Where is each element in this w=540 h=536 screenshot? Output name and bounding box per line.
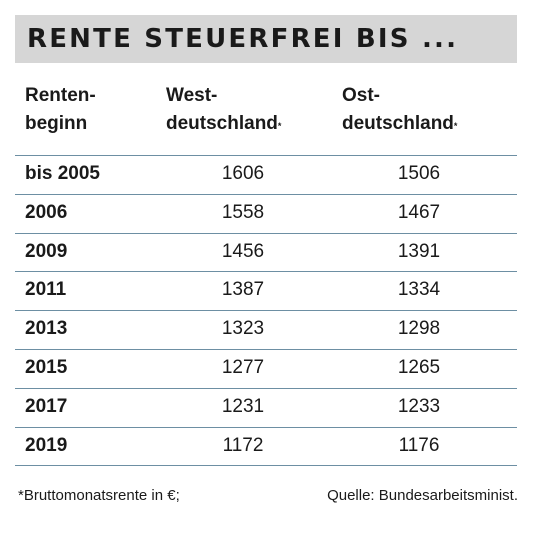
header-rentenbeginn: Renten- beginn [25, 82, 96, 138]
table-row: 2009 1456 1391 [15, 233, 517, 271]
cell-year: 2013 [25, 318, 68, 340]
cell-year: 2015 [25, 357, 68, 378]
cell-year: bis 2005 [25, 163, 100, 184]
cell-year: 2017 [25, 395, 68, 417]
cell-west: 1323 [221, 318, 265, 340]
cell-ost: 1391 [397, 240, 441, 262]
header-ost-line1: Ost- [342, 85, 380, 106]
header-ost-line2: deutschland* [342, 110, 457, 138]
header-rentenbeginn-line1: Renten- [25, 85, 96, 106]
cell-ost: 1506 [397, 163, 441, 184]
row-rule [15, 232, 517, 234]
header-westdeutschland: West- deutschland* [166, 82, 281, 138]
header-west-text: deutschland [166, 113, 278, 134]
cell-west: 1387 [221, 279, 265, 301]
table-row: 2017 1231 1233 [15, 388, 517, 426]
header-ostdeutschland: Ost- deutschland* [342, 82, 457, 138]
table-row: 2006 1558 1467 [15, 194, 517, 232]
cell-ost: 1176 [398, 434, 440, 456]
footnote: *Bruttomonatsrente in €; [18, 487, 180, 504]
header-rentenbeginn-line2: beginn [25, 113, 88, 134]
row-rule [15, 426, 517, 428]
header-west-line2: deutschland* [166, 110, 281, 138]
cell-year: 2009 [25, 240, 68, 262]
row-rule [15, 193, 517, 195]
row-rule [15, 465, 517, 467]
row-rule [15, 349, 517, 350]
header-ost-asterisk: * [453, 121, 458, 131]
source-note: Quelle: Bundesarbeitsminist. [327, 487, 518, 504]
cell-year: 2006 [25, 201, 68, 223]
cell-ost: 1233 [397, 395, 441, 417]
header-west-line1: West- [166, 85, 218, 106]
header-west-asterisk: * [277, 121, 282, 131]
cell-west: 1231 [221, 395, 265, 417]
row-rule [15, 310, 517, 312]
row-rule [15, 271, 517, 273]
row-rule [15, 387, 517, 389]
table-row: 2011 1387 1334 [15, 271, 517, 309]
header-ost-text: deutschland [342, 113, 454, 134]
cell-ost: 1265 [397, 357, 441, 378]
cell-ost: 1334 [397, 279, 441, 301]
table-row: 2015 1277 1265 [15, 349, 517, 387]
cell-year: 2019 [25, 434, 68, 456]
cell-ost: 1298 [397, 318, 441, 340]
cell-year: 2011 [25, 279, 67, 301]
cell-west: 1606 [221, 163, 265, 184]
cell-ost: 1467 [397, 201, 441, 223]
table-title: RENTE STEUERFREI BIS ... [27, 24, 459, 54]
table-row: bis 2005 1606 1506 [15, 155, 517, 193]
cell-west: 1172 [222, 434, 264, 456]
cell-west: 1456 [221, 240, 265, 262]
title-bar: RENTE STEUERFREI BIS ... [15, 15, 517, 63]
table-row: 2013 1323 1298 [15, 310, 517, 348]
table-row: 2019 1172 1176 [15, 427, 517, 465]
cell-west: 1277 [221, 357, 265, 378]
header-rule [15, 155, 517, 156]
cell-west: 1558 [221, 201, 265, 223]
